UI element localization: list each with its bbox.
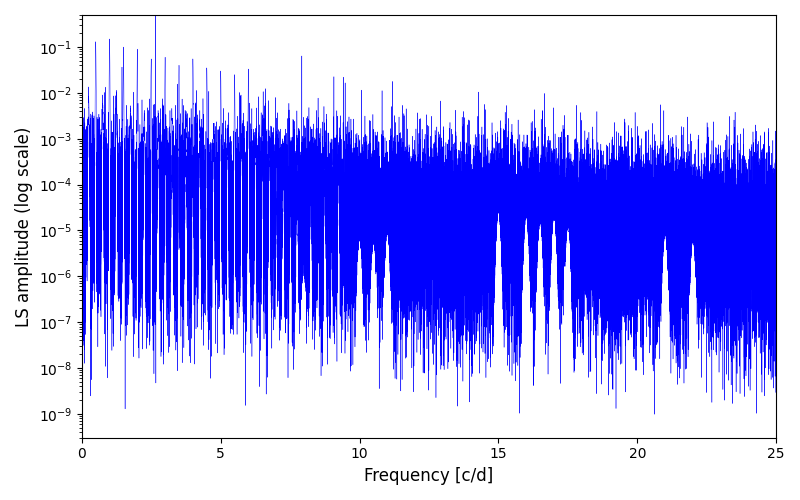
X-axis label: Frequency [c/d]: Frequency [c/d] — [364, 467, 494, 485]
Y-axis label: LS amplitude (log scale): LS amplitude (log scale) — [15, 126, 33, 326]
